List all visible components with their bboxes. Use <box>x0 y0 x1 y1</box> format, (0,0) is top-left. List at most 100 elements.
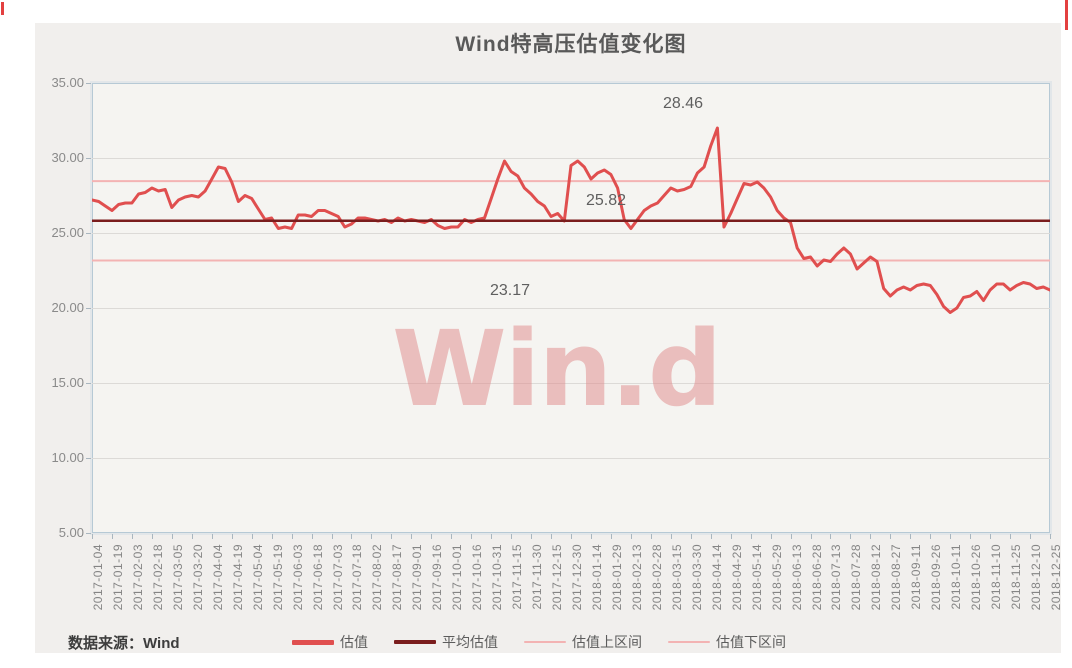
x-tick-label: 2017-05-19 <box>271 544 285 611</box>
x-tick-label: 2018-10-26 <box>969 544 983 611</box>
x-tick-mark <box>272 534 273 539</box>
x-tick-label: 2018-05-14 <box>750 544 764 611</box>
x-tick-mark <box>811 534 812 539</box>
wind-watermark: Win.d <box>392 308 722 430</box>
x-tick-label: 2017-04-19 <box>231 544 245 611</box>
x-tick-mark <box>950 534 951 539</box>
legend-label: 估值上区间 <box>572 634 642 650</box>
x-tick-mark <box>1050 534 1051 539</box>
legend-item-lower-band: 估值下区间 <box>668 632 786 652</box>
legend-item-valuation: 估值 <box>292 632 368 652</box>
x-tick-mark <box>332 534 333 539</box>
x-tick-mark <box>850 534 851 539</box>
x-tick-mark <box>1010 534 1011 539</box>
x-tick-label: 2018-02-13 <box>630 544 644 611</box>
x-tick-mark <box>292 534 293 539</box>
x-tick-label: 2018-04-29 <box>730 544 744 611</box>
x-tick-mark <box>731 534 732 539</box>
x-tick-label: 2017-10-01 <box>450 544 464 611</box>
upper-band-value-label: 28.46 <box>662 95 704 112</box>
screenshot-artifact-red-mark <box>1065 0 1068 30</box>
x-tick-label: 2017-03-05 <box>171 544 185 611</box>
valuation-line-chart <box>92 126 1050 314</box>
y-tick-label: 30.00 <box>51 150 84 165</box>
valuation-line-swatch <box>292 639 334 645</box>
x-tick-mark <box>112 534 113 539</box>
x-tick-label: 2018-08-12 <box>869 544 883 611</box>
x-tick-mark <box>691 534 692 539</box>
x-tick-label: 2018-05-29 <box>770 544 784 611</box>
x-tick-label: 2018-04-14 <box>710 544 724 611</box>
x-tick-label: 2018-01-29 <box>610 544 624 611</box>
x-tick-label: 2018-03-15 <box>670 544 684 611</box>
grid-line <box>92 383 1050 384</box>
grid-line <box>92 458 1050 459</box>
x-tick-label: 2018-06-13 <box>790 544 804 611</box>
grid-line <box>92 158 1050 159</box>
y-tick-mark <box>86 158 91 159</box>
legend-item-upper-band: 估值上区间 <box>524 632 642 652</box>
valuation-series-line <box>92 126 1050 314</box>
y-tick-label: 15.00 <box>51 375 84 390</box>
x-tick-mark <box>531 534 532 539</box>
x-tick-label: 2018-09-26 <box>929 544 943 611</box>
x-tick-mark <box>232 534 233 539</box>
x-tick-label: 2018-10-11 <box>949 544 963 610</box>
grid-line <box>92 233 1050 234</box>
x-tick-label: 2017-02-03 <box>131 544 145 611</box>
x-tick-mark <box>611 534 612 539</box>
x-tick-mark <box>910 534 911 539</box>
legend-label: 估值下区间 <box>716 634 786 650</box>
x-tick-label: 2017-07-18 <box>350 544 364 611</box>
average-line-swatch <box>394 640 436 644</box>
legend: 估值 平均估值 估值上区间 估值下区间 <box>292 630 786 654</box>
x-tick-mark <box>711 534 712 539</box>
x-tick-mark <box>830 534 831 539</box>
average-value-label: 25.82 <box>585 192 627 209</box>
x-tick-label: 2017-08-02 <box>370 544 384 611</box>
chart-footer: 数据来源：Wind 估值 平均估值 估值上区间 估值下区间 <box>0 630 1072 654</box>
x-tick-label: 2018-12-25 <box>1049 544 1063 611</box>
x-tick-label: 2017-08-17 <box>390 544 404 611</box>
y-tick-label: 25.00 <box>51 225 84 240</box>
x-tick-label: 2017-01-04 <box>91 544 105 611</box>
x-tick-mark <box>431 534 432 539</box>
x-tick-label: 2017-06-18 <box>311 544 325 611</box>
x-tick-mark <box>411 534 412 539</box>
lower-band-value-label: 23.17 <box>489 282 531 299</box>
x-tick-mark <box>651 534 652 539</box>
x-tick-label: 2018-09-11 <box>909 544 923 610</box>
grid-line <box>92 308 1050 309</box>
x-tick-mark <box>1030 534 1031 539</box>
x-tick-mark <box>391 534 392 539</box>
x-tick-label: 2018-06-28 <box>810 544 824 611</box>
legend-item-average: 平均估值 <box>394 632 498 652</box>
x-tick-mark <box>751 534 752 539</box>
x-tick-label: 2017-11-30 <box>530 544 544 610</box>
page-title: Wind特高压估值变化图 <box>455 33 687 56</box>
x-tick-label: 2018-11-25 <box>1009 544 1023 610</box>
x-tick-label: 2017-03-20 <box>191 544 205 611</box>
y-tick-label: 10.00 <box>51 450 84 465</box>
x-tick-label: 2017-12-30 <box>570 544 584 611</box>
y-tick-label: 5.00 <box>58 525 84 540</box>
lower-band-line-swatch <box>668 641 710 643</box>
x-tick-mark <box>990 534 991 539</box>
x-tick-mark <box>212 534 213 539</box>
y-tick-mark <box>86 458 91 459</box>
x-tick-label: 2017-04-04 <box>211 544 225 611</box>
x-tick-label: 2018-08-27 <box>889 544 903 611</box>
x-tick-mark <box>511 534 512 539</box>
y-tick-mark <box>86 383 91 384</box>
x-tick-label: 2017-09-01 <box>410 544 424 611</box>
x-tick-label: 2018-11-10 <box>989 544 1003 610</box>
screenshot-artifact-red-mark <box>1 2 4 15</box>
y-tick-label: 20.00 <box>51 300 84 315</box>
x-tick-mark <box>591 534 592 539</box>
y-tick-mark <box>86 308 91 309</box>
x-tick-mark <box>930 534 931 539</box>
data-source-note: 数据来源：Wind <box>68 635 180 652</box>
x-tick-mark <box>371 534 372 539</box>
x-tick-mark <box>870 534 871 539</box>
x-tick-label: 2017-12-15 <box>550 544 564 611</box>
